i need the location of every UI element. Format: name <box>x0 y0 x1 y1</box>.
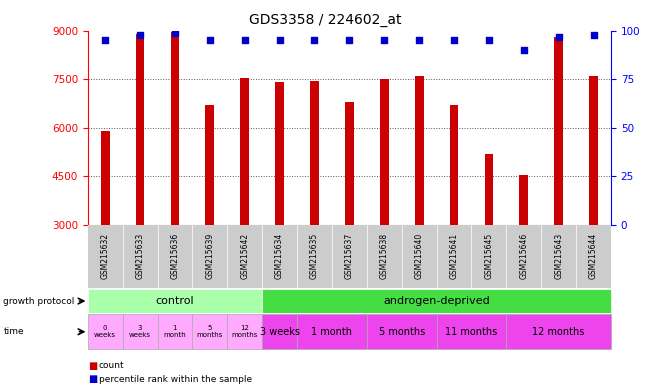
Bar <box>519 175 528 225</box>
Text: GSM215643: GSM215643 <box>554 233 563 280</box>
Text: ■: ■ <box>88 374 97 384</box>
Bar <box>275 83 284 225</box>
Text: 5
months: 5 months <box>197 325 223 338</box>
Bar <box>554 37 563 225</box>
Point <box>274 37 285 43</box>
Bar <box>380 79 389 225</box>
Point <box>379 37 389 43</box>
Text: 12
months: 12 months <box>231 325 258 338</box>
Text: percentile rank within the sample: percentile rank within the sample <box>99 375 252 384</box>
Text: growth protocol: growth protocol <box>3 296 75 306</box>
Bar <box>170 32 179 225</box>
Bar <box>101 131 110 225</box>
Point <box>553 33 564 40</box>
Text: GSM215646: GSM215646 <box>519 233 528 280</box>
Point <box>344 37 355 43</box>
Text: GSM215645: GSM215645 <box>484 233 493 280</box>
Point <box>448 37 459 43</box>
Bar <box>136 34 144 225</box>
Bar <box>415 76 424 225</box>
Point <box>100 37 110 43</box>
Text: GDS3358 / 224602_at: GDS3358 / 224602_at <box>249 13 401 27</box>
Point <box>239 37 250 43</box>
Text: GSM215635: GSM215635 <box>310 233 319 280</box>
Text: ■: ■ <box>88 361 97 371</box>
Text: GSM215633: GSM215633 <box>136 233 144 280</box>
Text: GSM215634: GSM215634 <box>275 233 284 280</box>
Bar <box>450 105 458 225</box>
Point <box>135 31 145 38</box>
Text: 3
weeks: 3 weeks <box>129 325 151 338</box>
Bar <box>310 81 319 225</box>
Point <box>414 37 424 43</box>
Point <box>205 37 215 43</box>
Text: GSM215636: GSM215636 <box>170 233 179 280</box>
Text: control: control <box>155 296 194 306</box>
Text: 5 months: 5 months <box>378 327 425 337</box>
Bar <box>345 102 354 225</box>
Text: time: time <box>3 327 24 336</box>
Text: GSM215642: GSM215642 <box>240 233 249 280</box>
Text: 11 months: 11 months <box>445 327 498 337</box>
Text: androgen-deprived: androgen-deprived <box>384 296 490 306</box>
Text: GSM215639: GSM215639 <box>205 233 214 280</box>
Text: GSM215644: GSM215644 <box>589 233 598 280</box>
Point <box>519 47 529 53</box>
Text: 1 month: 1 month <box>311 327 352 337</box>
Text: 12 months: 12 months <box>532 327 585 337</box>
Text: 1
month: 1 month <box>164 325 187 338</box>
Bar <box>240 78 249 225</box>
Bar <box>205 105 214 225</box>
Text: GSM215632: GSM215632 <box>101 233 110 280</box>
Text: 3 weeks: 3 weeks <box>259 327 300 337</box>
Text: GSM215641: GSM215641 <box>450 233 458 280</box>
Text: GSM215640: GSM215640 <box>415 233 424 280</box>
Bar <box>484 154 493 225</box>
Text: GSM215638: GSM215638 <box>380 233 389 280</box>
Point <box>309 37 320 43</box>
Bar <box>589 76 598 225</box>
Text: 0
weeks: 0 weeks <box>94 325 116 338</box>
Point <box>588 31 599 38</box>
Text: GSM215637: GSM215637 <box>345 233 354 280</box>
Point <box>484 37 494 43</box>
Text: count: count <box>99 361 124 370</box>
Point <box>170 30 180 36</box>
